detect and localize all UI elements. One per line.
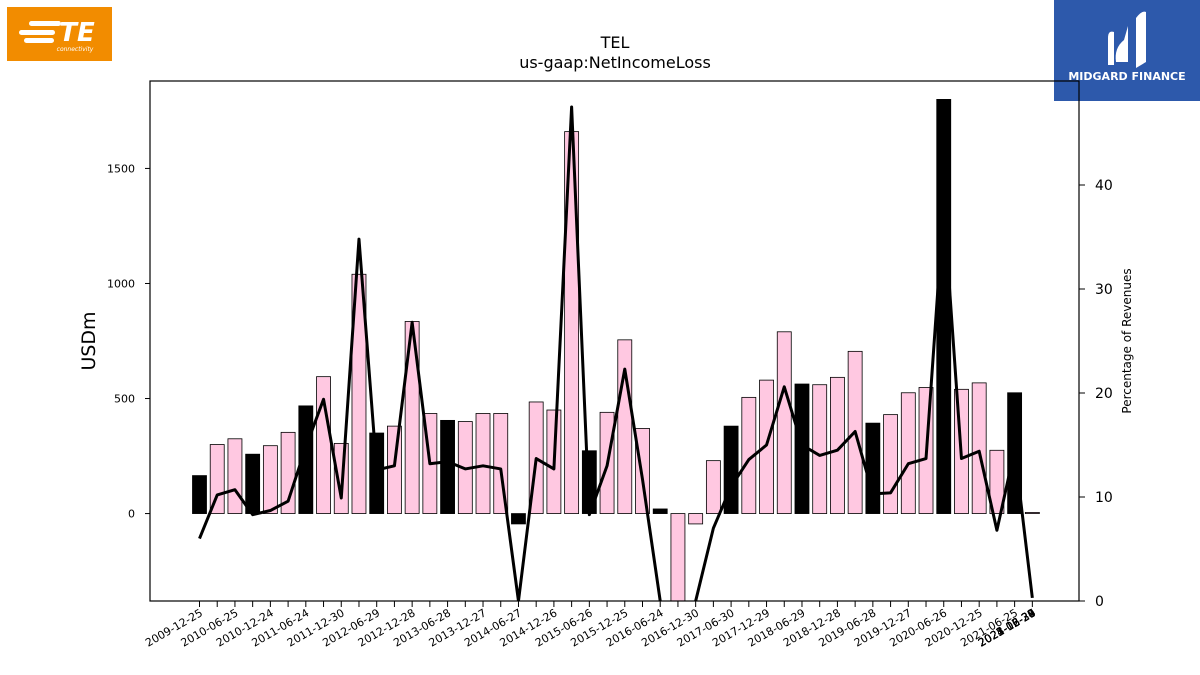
bar: [245, 453, 261, 514]
bar: [387, 425, 402, 514]
percentage-line: [198, 105, 1034, 601]
bar: [192, 475, 207, 514]
y-tick-label: 1000: [107, 277, 135, 290]
y2-tick-label: 40: [1095, 178, 1113, 194]
y2-tick-label: 0: [1095, 594, 1104, 610]
chart-ticker: TEL: [600, 33, 630, 52]
plot-frame: [149, 80, 1080, 602]
bar: [1024, 512, 1040, 514]
bar: [900, 392, 916, 514]
y-tick-label: 500: [114, 393, 135, 406]
midgard-logo-text: MIDGARD FINANCE: [1068, 70, 1185, 83]
bar: [670, 513, 686, 601]
bar: [351, 273, 367, 514]
bar: [883, 414, 898, 514]
y2-axis-label: Percentage of Revenues: [1120, 268, 1134, 413]
y-axis-label: USDm: [78, 311, 100, 370]
bar: [989, 449, 1005, 514]
bar: [227, 438, 243, 514]
bar: [865, 422, 881, 514]
te-logo-tagline: connectivity: [57, 46, 94, 53]
bar: [369, 432, 385, 514]
bar: [936, 99, 952, 514]
y2-tick-label: 30: [1095, 282, 1113, 298]
bar: [776, 331, 792, 514]
te-logo-text: TE: [59, 18, 95, 48]
bar: [262, 445, 278, 514]
y-tick-label: 1500: [107, 162, 135, 175]
bar: [971, 382, 987, 514]
bar: [475, 413, 491, 514]
bar: [830, 376, 845, 514]
bar: [705, 460, 721, 514]
bar: [812, 384, 828, 514]
bar: [316, 376, 331, 514]
plot-marks: [192, 99, 1040, 601]
chart-title: us-gaap:NetIncomeLoss: [519, 53, 711, 72]
te-connectivity-logo: TE connectivity: [7, 7, 112, 61]
midgard-finance-logo: MIDGARD FINANCE: [1054, 0, 1200, 101]
bar: [209, 444, 225, 514]
bar: [652, 508, 668, 514]
bar: [688, 513, 704, 525]
bar: [440, 419, 455, 514]
y2-tick-label: 20: [1095, 386, 1113, 402]
bar: [298, 405, 314, 514]
bar: [511, 513, 526, 525]
y2-tick-label: 10: [1095, 490, 1113, 506]
bar: [617, 339, 633, 514]
plot-area: 0500100015000102030402009-12-252010-06-2…: [107, 99, 1113, 650]
y-tick-label: 0: [128, 508, 135, 521]
